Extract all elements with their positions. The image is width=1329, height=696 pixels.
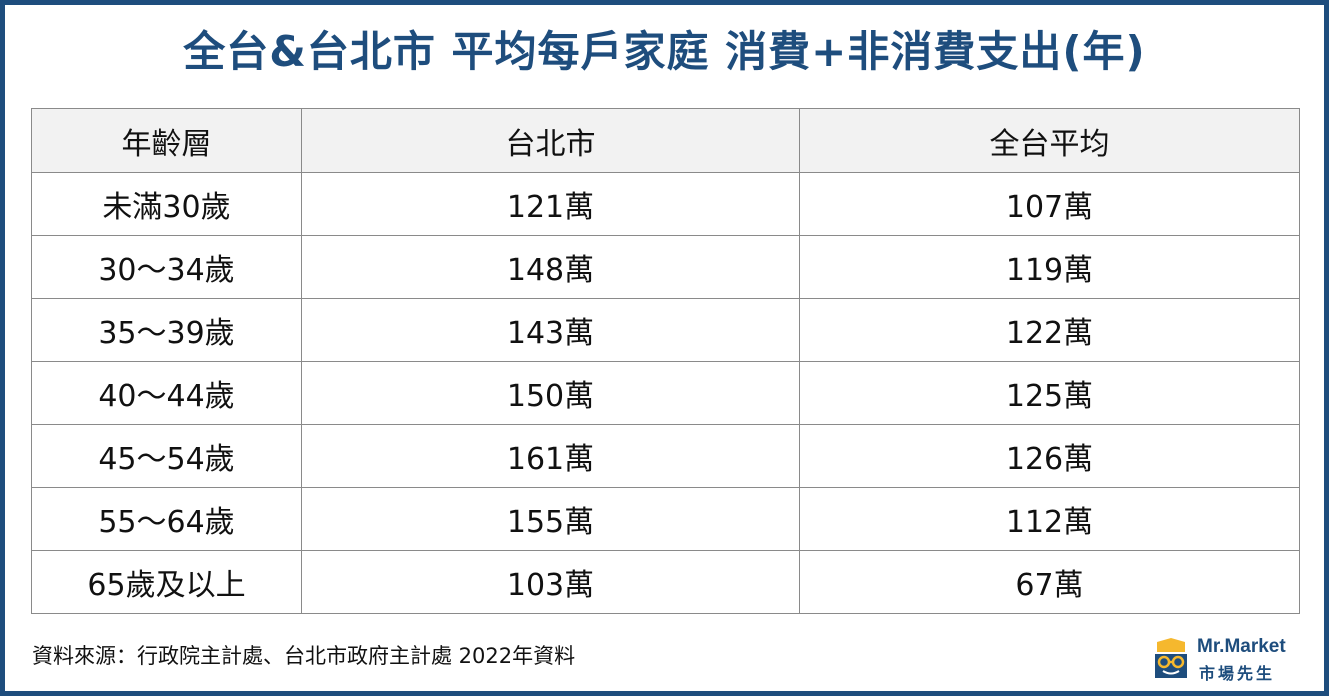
- taipei-value-cell: 161萬: [301, 424, 800, 488]
- taipei-value-cell: 143萬: [301, 298, 800, 362]
- expenditure-table: 年齡層 台北市 全台平均 未滿30歲 121萬 107萬 30～34歲 148萬…: [31, 108, 1300, 614]
- taipei-value-cell: 155萬: [301, 487, 800, 551]
- source-note: 資料來源：行政院主計處、台北市政府主計處 2022年資料: [32, 644, 576, 668]
- column-header-national: 全台平均: [799, 108, 1300, 173]
- taipei-value-cell: 148萬: [301, 235, 800, 299]
- taipei-value-cell: 121萬: [301, 172, 800, 236]
- table-row: 35～39歲 143萬 122萬: [31, 298, 1300, 362]
- page-title: 全台&台北市 平均每戶家庭 消費+非消費支出(年): [183, 27, 1146, 76]
- table-row: 30～34歲 148萬 119萬: [31, 235, 1300, 299]
- age-group-cell: 45～54歲: [31, 424, 302, 488]
- column-header-taipei: 台北市: [301, 108, 800, 173]
- national-value-cell: 67萬: [799, 550, 1300, 614]
- national-value-cell: 107萬: [799, 172, 1300, 236]
- table-row: 55～64歲 155萬 112萬: [31, 487, 1300, 551]
- national-value-cell: 119萬: [799, 235, 1300, 299]
- national-value-cell: 122萬: [799, 298, 1300, 362]
- column-header-age: 年齡層: [31, 108, 302, 173]
- taipei-value-cell: 150萬: [301, 361, 800, 425]
- brand-logo: Mr.Market 市場先生: [1153, 636, 1313, 684]
- table-row: 45～54歲 161萬 126萬: [31, 424, 1300, 488]
- age-group-cell: 55～64歲: [31, 487, 302, 551]
- logo-name-zh: 市場先生: [1199, 664, 1276, 683]
- table-header-row: 年齡層 台北市 全台平均: [31, 108, 1300, 173]
- taipei-value-cell: 103萬: [301, 550, 800, 614]
- age-group-cell: 35～39歲: [31, 298, 302, 362]
- age-group-cell: 未滿30歲: [31, 172, 302, 236]
- logo-name-en: Mr.Market: [1197, 636, 1286, 657]
- national-value-cell: 112萬: [799, 487, 1300, 551]
- age-group-cell: 30～34歲: [31, 235, 302, 299]
- table-row: 40～44歲 150萬 125萬: [31, 361, 1300, 425]
- age-group-cell: 65歲及以上: [31, 550, 302, 614]
- age-group-cell: 40～44歲: [31, 361, 302, 425]
- national-value-cell: 125萬: [799, 361, 1300, 425]
- national-value-cell: 126萬: [799, 424, 1300, 488]
- table-row: 未滿30歲 121萬 107萬: [31, 172, 1300, 236]
- table-row: 65歲及以上 103萬 67萬: [31, 550, 1300, 614]
- mr-market-logo-icon: [1155, 638, 1187, 678]
